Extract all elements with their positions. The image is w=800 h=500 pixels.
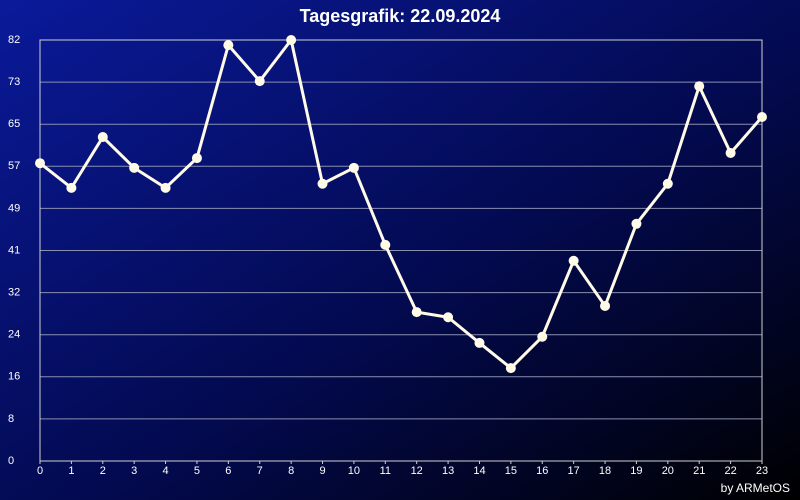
data-point <box>631 218 642 229</box>
data-point <box>66 182 77 193</box>
data-point <box>35 158 45 169</box>
x-tick-label: 8 <box>288 465 294 477</box>
data-point <box>694 81 705 92</box>
data-point <box>97 132 108 143</box>
chart-title: Tagesgrafik: 22.09.2024 <box>300 6 501 26</box>
data-point <box>254 76 265 87</box>
x-tick-label: 2 <box>100 465 106 477</box>
y-tick-label: 65 <box>8 118 20 130</box>
y-tick-label: 41 <box>8 244 20 256</box>
y-tick-label: 73 <box>8 76 20 88</box>
y-tick-label: 82 <box>8 34 20 46</box>
x-tick-label: 11 <box>380 465 391 477</box>
data-point <box>537 331 548 342</box>
x-tick-label: 10 <box>348 465 360 477</box>
x-tick-label: 21 <box>693 465 705 477</box>
x-tick-label: 1 <box>68 465 74 477</box>
data-point <box>348 162 359 173</box>
x-tick-label: 7 <box>257 465 263 477</box>
x-tick-label: 18 <box>599 465 611 477</box>
x-tick-label: 17 <box>568 465 580 477</box>
y-tick-label: 32 <box>8 287 20 299</box>
data-point <box>505 363 516 374</box>
y-tick-label: 8 <box>8 413 14 425</box>
x-tick-label: 0 <box>37 465 43 477</box>
y-tick-label: 24 <box>8 329 20 341</box>
series-line <box>39 38 764 370</box>
x-tick-label: 12 <box>411 465 423 477</box>
data-point <box>129 162 140 173</box>
x-tick-label: 16 <box>536 465 548 477</box>
data-point <box>286 35 297 45</box>
x-tick-label: 22 <box>724 465 736 477</box>
x-tick-label: 4 <box>163 465 169 477</box>
data-point <box>600 300 611 311</box>
x-tick-label: 14 <box>473 465 485 477</box>
y-tick-label: 49 <box>8 202 20 214</box>
x-tick-label: 9 <box>319 465 325 477</box>
data-point <box>223 40 234 51</box>
x-tick-label: 6 <box>225 465 231 477</box>
credit: by ARMetOS <box>721 481 790 495</box>
data-point <box>474 337 485 348</box>
x-tick-label: 13 <box>442 465 454 477</box>
data-point <box>757 112 767 123</box>
data-point <box>380 239 391 250</box>
y-tick-label: 57 <box>8 160 20 172</box>
data-point <box>443 312 454 323</box>
data-point <box>411 307 422 318</box>
x-tick-label: 5 <box>194 465 200 477</box>
plot-frame <box>39 39 763 462</box>
x-tick-label: 3 <box>131 465 137 477</box>
data-point <box>725 147 736 158</box>
x-tick-label: 23 <box>756 465 768 477</box>
y-tick-label: 16 <box>8 371 20 383</box>
data-point <box>160 182 171 193</box>
data-point <box>662 178 673 189</box>
x-tick-label: 19 <box>630 465 642 477</box>
data-point <box>191 153 202 164</box>
data-point <box>317 178 328 189</box>
data-point <box>568 255 579 266</box>
x-tick-label: 20 <box>662 465 674 477</box>
y-tick-label: 0 <box>8 455 14 467</box>
x-tick-label: 15 <box>505 465 517 477</box>
